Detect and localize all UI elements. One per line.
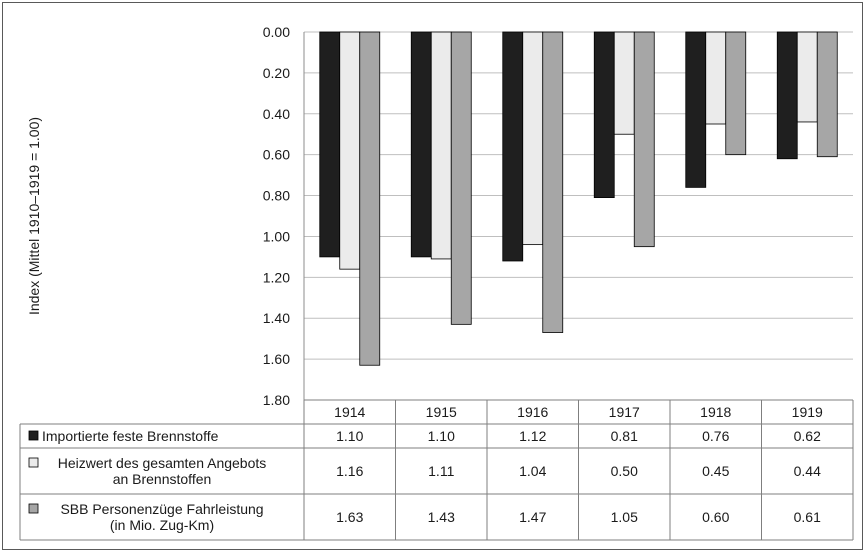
legend-label: Heizwert des gesamten Angebots	[58, 455, 267, 471]
data-label: 0.50	[611, 463, 638, 479]
data-label: 0.81	[611, 428, 638, 444]
bar	[410, 31, 432, 258]
bar	[359, 31, 381, 366]
data-label: 1.63	[336, 509, 363, 525]
x-tick-label: 1917	[609, 404, 640, 420]
data-label: 1.43	[428, 509, 455, 525]
x-tick-label: 1919	[792, 404, 823, 420]
bar	[319, 31, 341, 258]
bar	[633, 31, 655, 248]
y-tick-label: 0.20	[263, 65, 290, 81]
data-label: 1.12	[519, 428, 546, 444]
legend-label: an Brennstoffen	[113, 471, 212, 487]
data-label: 1.16	[336, 463, 363, 479]
data-label: 0.60	[702, 509, 729, 525]
data-label: 0.62	[794, 428, 821, 444]
bar	[705, 31, 727, 125]
x-tick-label: 1916	[517, 404, 548, 420]
y-tick-label: 1.20	[263, 269, 290, 285]
bar	[776, 31, 798, 160]
bar	[725, 31, 747, 156]
bar	[522, 31, 544, 246]
y-tick-label: 1.00	[263, 228, 290, 244]
x-tick-label: 1918	[700, 404, 731, 420]
y-tick-label: 1.60	[263, 351, 290, 367]
legend-label: Importierte feste Brennstoffe	[42, 428, 219, 444]
data-label: 0.45	[702, 463, 729, 479]
y-tick-label: 0.80	[263, 188, 290, 204]
x-tick-label: 1915	[426, 404, 457, 420]
data-label: 1.10	[428, 428, 455, 444]
bar	[339, 31, 361, 270]
data-label: 0.76	[702, 428, 729, 444]
bar	[796, 31, 818, 123]
bar	[593, 31, 615, 199]
y-tick-label: 0.60	[263, 147, 290, 163]
data-label: 0.44	[794, 463, 821, 479]
x-tick-label: 1914	[334, 404, 365, 420]
legend-key	[28, 430, 39, 441]
data-label: 1.05	[611, 509, 638, 525]
bar	[685, 31, 707, 188]
data-label: 1.04	[519, 463, 546, 479]
y-tick-label: 0.00	[263, 24, 290, 40]
legend-label: SBB Personenzüge Fahrleistung	[60, 501, 263, 517]
bar	[450, 31, 472, 325]
bar	[430, 31, 452, 260]
data-label: 0.61	[794, 509, 821, 525]
bar	[613, 31, 635, 135]
bar	[542, 31, 564, 333]
legend-label: (in Mio. Zug-Km)	[110, 517, 214, 533]
bar	[502, 31, 524, 262]
data-label: 1.47	[519, 509, 546, 525]
y-tick-label: 0.40	[263, 106, 290, 122]
data-label: 1.10	[336, 428, 363, 444]
legend-key	[28, 503, 39, 514]
bar	[816, 31, 838, 158]
data-label: 1.11	[428, 463, 454, 479]
legend-key	[28, 457, 39, 468]
y-tick-label: 1.40	[263, 310, 290, 326]
y-axis-title: Index (Mittel 1910–1919 = 1.00)	[26, 117, 42, 315]
y-tick-label: 1.80	[263, 392, 290, 408]
